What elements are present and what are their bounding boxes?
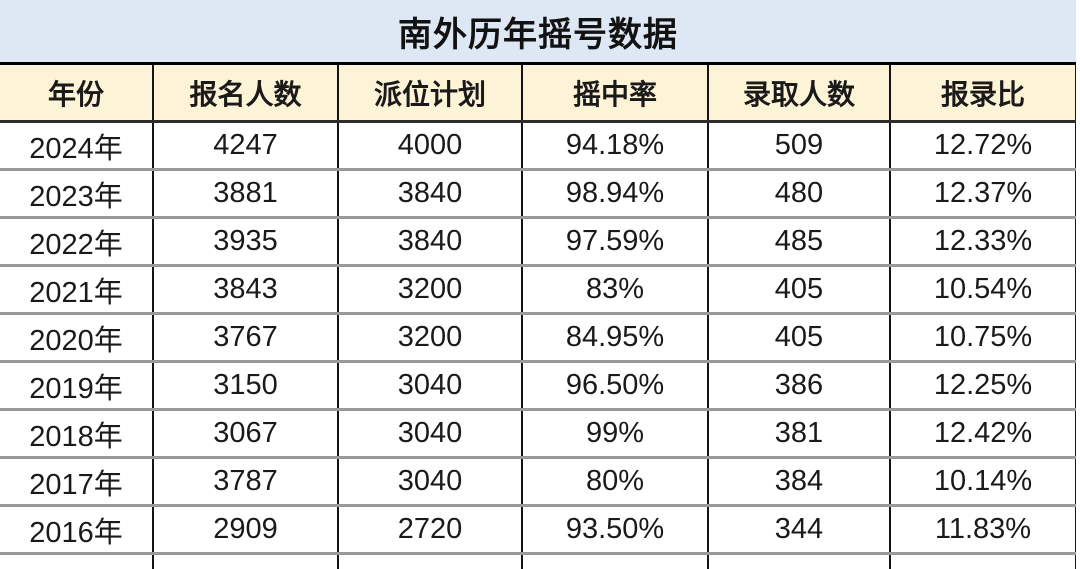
cell-admitted: 485 xyxy=(708,217,891,267)
cell-empty xyxy=(0,553,154,569)
column-header-placement-plan: 派位计划 xyxy=(338,65,523,123)
cell-placement-plan: 2720 xyxy=(338,505,523,555)
cell-lottery-hit-rate: 96.50% xyxy=(522,361,709,411)
cell-lottery-hit-rate: 84.95% xyxy=(522,313,709,363)
column-header-admitted: 录取人数 xyxy=(708,65,891,123)
cell-admission-ratio: 10.14% xyxy=(890,457,1077,507)
cell-lottery-hit-rate: 94.18% xyxy=(522,121,709,171)
cell-placement-plan: 3200 xyxy=(338,313,523,363)
cell-year: 2018年 xyxy=(0,409,154,459)
cell-lottery-hit-rate: 83% xyxy=(522,265,709,315)
cell-applicants: 3843 xyxy=(153,265,339,315)
cell-admitted: 386 xyxy=(708,361,891,411)
cell-applicants: 3787 xyxy=(153,457,339,507)
cell-admitted: 509 xyxy=(708,121,891,171)
lottery-data-table: 年份 报名人数 派位计划 摇中率 录取人数 报录比 2024年 4247 4000 94.18%… xyxy=(0,65,1077,569)
header-row: 年份 报名人数 派位计划 摇中率 录取人数 报录比 xyxy=(0,65,1077,123)
table-row: 2021年 3843 3200 83% 405 10.54% xyxy=(0,265,1077,315)
column-header-admission-ratio: 报录比 xyxy=(890,65,1077,123)
table-row: 2022年 3935 3840 97.59% 485 12.33% xyxy=(0,217,1077,267)
cell-admission-ratio: 10.54% xyxy=(890,265,1077,315)
cell-placement-plan: 3040 xyxy=(338,457,523,507)
cell-admitted: 405 xyxy=(708,265,891,315)
cell-placement-plan: 3840 xyxy=(338,169,523,219)
cell-admitted: 384 xyxy=(708,457,891,507)
cell-applicants: 2909 xyxy=(153,505,339,555)
cell-year: 2020年 xyxy=(0,313,154,363)
table-body: 2024年 4247 4000 94.18% 509 12.72% 2023年 3881 384… xyxy=(0,121,1077,569)
cell-admission-ratio: 12.42% xyxy=(890,409,1077,459)
cell-empty xyxy=(890,553,1077,569)
cell-admission-ratio: 12.33% xyxy=(890,217,1077,267)
cell-admission-ratio: 10.75% xyxy=(890,313,1077,363)
cell-admission-ratio: 12.37% xyxy=(890,169,1077,219)
partial-cropped-row xyxy=(0,553,1077,569)
cell-admitted: 405 xyxy=(708,313,891,363)
right-margin xyxy=(1076,0,1080,569)
cell-admitted: 344 xyxy=(708,505,891,555)
cell-applicants: 3067 xyxy=(153,409,339,459)
table-row: 2019年 3150 3040 96.50% 386 12.25% xyxy=(0,361,1077,411)
cell-lottery-hit-rate: 80% xyxy=(522,457,709,507)
cell-applicants: 3935 xyxy=(153,217,339,267)
cell-placement-plan: 3040 xyxy=(338,361,523,411)
cell-applicants: 3767 xyxy=(153,313,339,363)
table-row: 2023年 3881 3840 98.94% 480 12.37% xyxy=(0,169,1077,219)
table-row: 2024年 4247 4000 94.18% 509 12.72% xyxy=(0,121,1077,171)
table-row: 2020年 3767 3200 84.95% 405 10.75% xyxy=(0,313,1077,363)
cell-placement-plan: 4000 xyxy=(338,121,523,171)
cell-applicants: 3881 xyxy=(153,169,339,219)
cell-empty xyxy=(708,553,891,569)
table-row: 2016年 2909 2720 93.50% 344 11.83% xyxy=(0,505,1077,555)
column-header-lottery-hit-rate: 摇中率 xyxy=(522,65,709,123)
cell-year: 2021年 xyxy=(0,265,154,315)
table-title: 南外历年摇号数据 xyxy=(0,0,1076,65)
cell-lottery-hit-rate: 98.94% xyxy=(522,169,709,219)
cell-placement-plan: 3840 xyxy=(338,217,523,267)
table-row: 2017年 3787 3040 80% 384 10.14% xyxy=(0,457,1077,507)
cell-year: 2022年 xyxy=(0,217,154,267)
cell-year: 2023年 xyxy=(0,169,154,219)
column-header-applicants: 报名人数 xyxy=(153,65,339,123)
cell-lottery-hit-rate: 97.59% xyxy=(522,217,709,267)
cell-empty xyxy=(153,553,339,569)
cell-admission-ratio: 12.25% xyxy=(890,361,1077,411)
cell-lottery-hit-rate: 99% xyxy=(522,409,709,459)
cell-applicants: 4247 xyxy=(153,121,339,171)
cell-admission-ratio: 12.72% xyxy=(890,121,1077,171)
cell-year: 2019年 xyxy=(0,361,154,411)
cell-applicants: 3150 xyxy=(153,361,339,411)
cell-empty xyxy=(522,553,709,569)
cell-year: 2016年 xyxy=(0,505,154,555)
column-header-year: 年份 xyxy=(0,65,154,123)
cell-admitted: 381 xyxy=(708,409,891,459)
cell-year: 2024年 xyxy=(0,121,154,171)
cell-admission-ratio: 11.83% xyxy=(890,505,1077,555)
cell-lottery-hit-rate: 93.50% xyxy=(522,505,709,555)
table-row: 2018年 3067 3040 99% 381 12.42% xyxy=(0,409,1077,459)
cell-placement-plan: 3040 xyxy=(338,409,523,459)
cell-year: 2017年 xyxy=(0,457,154,507)
cell-empty xyxy=(338,553,523,569)
cell-placement-plan: 3200 xyxy=(338,265,523,315)
cell-admitted: 480 xyxy=(708,169,891,219)
